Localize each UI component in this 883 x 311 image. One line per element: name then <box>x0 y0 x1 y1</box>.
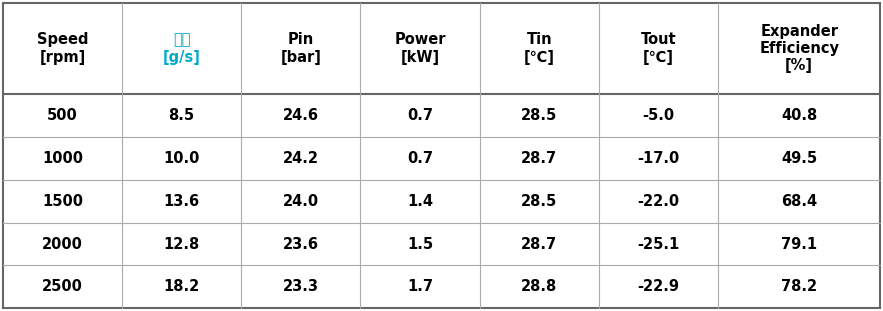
Text: 28.7: 28.7 <box>521 151 557 166</box>
Text: 13.6: 13.6 <box>163 194 200 209</box>
Text: 24.6: 24.6 <box>283 108 319 123</box>
Text: Tin
[℃]: Tin [℃] <box>524 32 555 65</box>
Text: -17.0: -17.0 <box>638 151 680 166</box>
Text: 23.6: 23.6 <box>283 237 319 252</box>
Text: 8.5: 8.5 <box>169 108 194 123</box>
Text: Speed
[rpm]: Speed [rpm] <box>36 32 88 65</box>
Text: 유량
[g/s]: 유량 [g/s] <box>162 32 200 65</box>
Text: 1000: 1000 <box>42 151 83 166</box>
Text: 28.5: 28.5 <box>521 194 557 209</box>
Text: 79.1: 79.1 <box>781 237 817 252</box>
Text: 500: 500 <box>47 108 78 123</box>
Text: 2000: 2000 <box>42 237 83 252</box>
Text: 1.5: 1.5 <box>407 237 433 252</box>
Text: Power
[kW]: Power [kW] <box>395 32 446 65</box>
Text: 1500: 1500 <box>42 194 83 209</box>
Text: -5.0: -5.0 <box>643 108 675 123</box>
Text: 49.5: 49.5 <box>781 151 817 166</box>
Text: Expander
Efficiency
[%]: Expander Efficiency [%] <box>759 24 839 73</box>
Text: 2500: 2500 <box>42 279 83 294</box>
Text: 28.5: 28.5 <box>521 108 557 123</box>
Text: -25.1: -25.1 <box>638 237 680 252</box>
Text: -22.0: -22.0 <box>638 194 680 209</box>
Text: 0.7: 0.7 <box>407 108 433 123</box>
Text: 23.3: 23.3 <box>283 279 319 294</box>
Text: 10.0: 10.0 <box>163 151 200 166</box>
Text: 40.8: 40.8 <box>781 108 818 123</box>
Text: 28.8: 28.8 <box>521 279 557 294</box>
Text: 24.0: 24.0 <box>283 194 319 209</box>
Text: 0.7: 0.7 <box>407 151 433 166</box>
Text: 78.2: 78.2 <box>781 279 817 294</box>
Text: 68.4: 68.4 <box>781 194 817 209</box>
Text: Pin
[bar]: Pin [bar] <box>281 32 321 65</box>
Text: 18.2: 18.2 <box>163 279 200 294</box>
Text: 12.8: 12.8 <box>163 237 200 252</box>
Text: 24.2: 24.2 <box>283 151 319 166</box>
Text: -22.9: -22.9 <box>638 279 680 294</box>
Text: 1.7: 1.7 <box>407 279 433 294</box>
Text: 1.4: 1.4 <box>407 194 433 209</box>
Text: 28.7: 28.7 <box>521 237 557 252</box>
Text: Tout
[℃]: Tout [℃] <box>641 32 676 65</box>
